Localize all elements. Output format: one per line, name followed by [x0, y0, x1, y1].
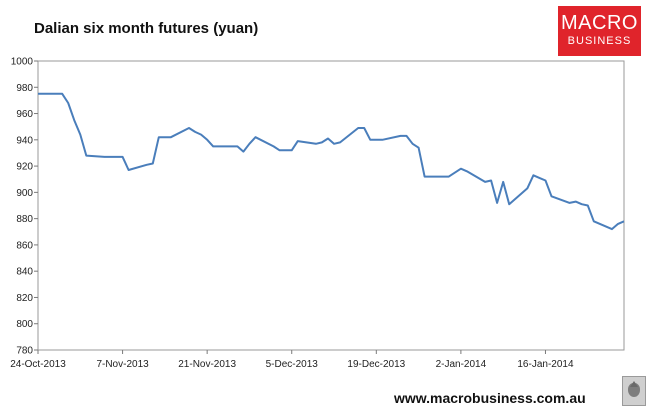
logo-line-2: BUSINESS [567, 35, 632, 47]
y-tick-label: 820 [16, 293, 33, 304]
x-tick-label: 5-Dec-2013 [266, 359, 319, 370]
x-tick-label: 2-Jan-2014 [436, 359, 487, 370]
y-tick-label: 920 [16, 162, 33, 173]
x-tick-label: 24-Oct-2013 [10, 359, 66, 370]
x-tick-label: 16-Jan-2014 [517, 359, 574, 370]
x-tick-label: 19-Dec-2013 [347, 359, 405, 370]
y-tick-label: 840 [16, 267, 33, 278]
y-tick-label: 1000 [11, 57, 34, 68]
y-tick-label: 900 [16, 188, 33, 199]
x-tick-label: 7-Nov-2013 [96, 359, 149, 370]
macrobusiness-logo: MACRO BUSINESS [558, 6, 641, 56]
y-tick-label: 940 [16, 135, 33, 146]
y-tick-label: 980 [16, 83, 33, 94]
y-tick-label: 960 [16, 109, 33, 120]
website-url: www.macrobusiness.com.au [394, 390, 586, 406]
plot-area [37, 60, 625, 351]
x-tick-label: 21-Nov-2013 [178, 359, 236, 370]
y-tick-label: 880 [16, 214, 33, 225]
y-tick-label: 780 [16, 346, 33, 357]
series-line [38, 92, 625, 231]
y-tick-label: 860 [16, 240, 33, 251]
wolf-logo-icon [622, 376, 646, 406]
chart-title: Dalian six month futures (yuan) [34, 20, 259, 37]
y-tick-label: 800 [16, 319, 33, 330]
logo-line-1: MACRO [561, 12, 638, 34]
